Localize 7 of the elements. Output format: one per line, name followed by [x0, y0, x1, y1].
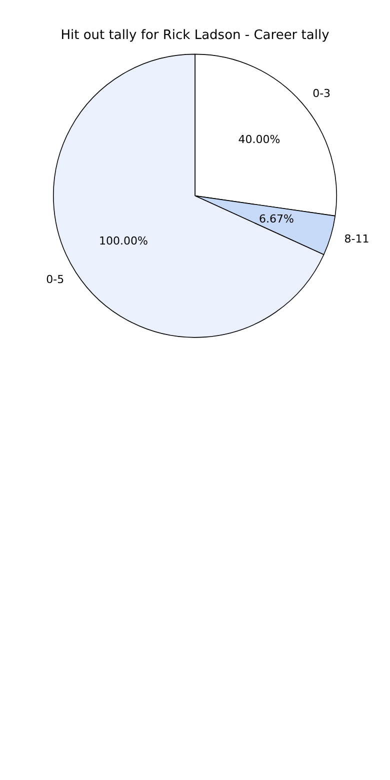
- data-label: 6.67%: [259, 212, 294, 226]
- slice-label: 0-5: [46, 272, 64, 286]
- data-label: 40.00%: [238, 133, 280, 146]
- slice-label: 8-11: [344, 232, 370, 246]
- slice-label: 0-3: [312, 86, 331, 100]
- chart-title: Hit out tally for Rick Ladson - Career tally: [60, 28, 330, 44]
- data-label: 100.00%: [99, 234, 148, 248]
